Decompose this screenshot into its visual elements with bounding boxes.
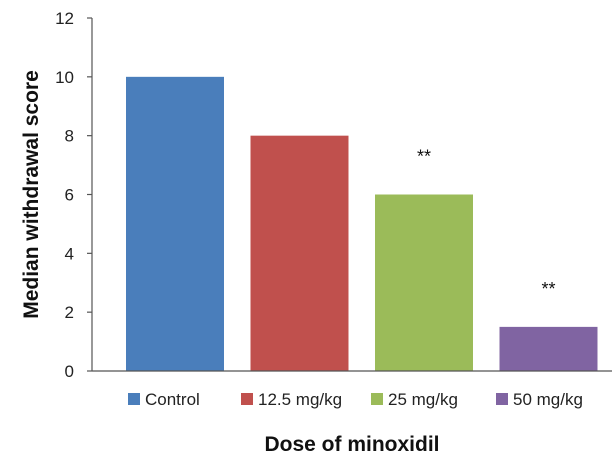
y-tick-label: 8 [65, 127, 74, 146]
y-axis-title: Median withdrawal score [20, 70, 43, 319]
bar [375, 194, 473, 371]
legend-swatch [128, 393, 140, 405]
legend: Control 12.5 mg/kg 25 mg/kg 50 mg/kg [128, 390, 583, 409]
y-tick-label: 4 [65, 244, 74, 263]
legend-swatch [371, 393, 383, 405]
y-tick-label: 12 [55, 9, 74, 28]
y-axis-ticks: 0 2 4 6 8 10 12 [55, 9, 92, 381]
y-tick-label: 10 [55, 68, 74, 87]
y-tick-label: 6 [65, 186, 74, 205]
legend-label: 50 mg/kg [513, 390, 583, 409]
legend-label: Control [145, 390, 200, 409]
y-tick-label: 0 [65, 362, 74, 381]
legend-swatch [496, 393, 508, 405]
bar-annotations: ** ** [417, 147, 556, 299]
legend-swatch [241, 393, 253, 405]
bar [250, 135, 349, 371]
legend-label: 25 mg/kg [388, 390, 458, 409]
bar [499, 326, 598, 371]
bar [126, 76, 224, 371]
significance-label: ** [417, 147, 431, 167]
legend-label: 12.5 mg/kg [258, 390, 342, 409]
x-axis-title: Dose of minoxidil [264, 433, 439, 456]
y-tick-label: 2 [65, 303, 74, 322]
significance-label: ** [541, 279, 555, 299]
bars [126, 76, 598, 371]
